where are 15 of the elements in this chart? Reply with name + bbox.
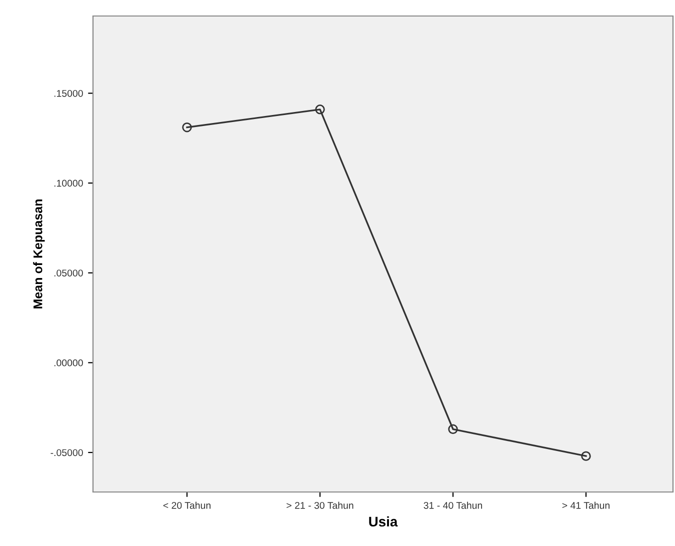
y-tick-label: .15000 xyxy=(54,90,83,97)
point xyxy=(182,122,192,132)
point xyxy=(581,451,591,461)
x-tick-label: > 41 Tahun xyxy=(562,502,610,509)
point xyxy=(448,424,458,434)
y-tick-label: .00000 xyxy=(54,359,83,366)
y-axis-title: Mean of Kepuasan xyxy=(33,200,45,308)
x-tick-label: > 21 - 30 Tahun xyxy=(286,502,354,509)
x-tick-label: 31 - 40 Tahun xyxy=(424,502,482,509)
x-axis-title: Usia xyxy=(369,516,398,527)
y-tick-label: .05000 xyxy=(54,270,83,276)
x-tick-label: < 20 Tahun xyxy=(163,502,210,509)
y-tick-label: -.05000 xyxy=(50,449,83,456)
y-tick-label: .10000 xyxy=(54,180,83,187)
point xyxy=(315,104,325,114)
